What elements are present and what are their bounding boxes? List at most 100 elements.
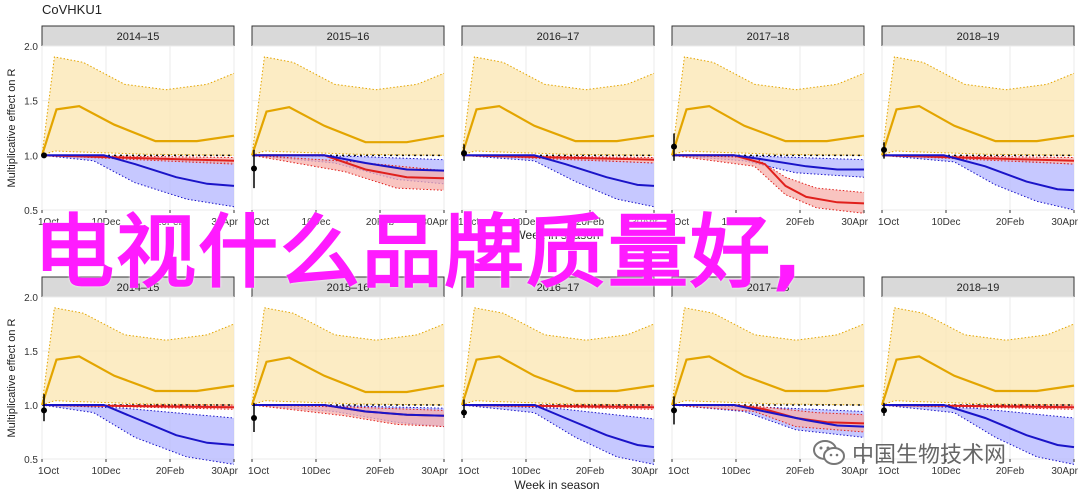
blue-ci-band: [42, 405, 234, 465]
gold-ci-band: [462, 56, 654, 156]
x-tick-label: 10Dec: [722, 466, 751, 477]
blue-series-line: [252, 154, 445, 172]
y-tick-label: 2.0: [24, 42, 38, 53]
gold-ci-band: [252, 307, 444, 405]
gold-ci-band-edge: [881, 56, 1075, 156]
y-tick-label: 1.5: [24, 97, 38, 108]
blue-series-line: [42, 154, 235, 187]
x-tick-label: 1Oct: [38, 217, 59, 228]
blue-ci-band-edge: [461, 404, 655, 465]
gold-series-line: [40, 104, 235, 156]
point-estimate: [671, 143, 677, 150]
x-tick-label: 20Feb: [996, 217, 1025, 228]
x-tick-label: 20Feb: [366, 466, 395, 477]
gold-series-line: [460, 355, 655, 406]
panel-5: 2018–19 1Oct 10Dec 20Feb 30Apr: [878, 276, 1079, 477]
watermark: 中国生物技术网: [812, 436, 1006, 470]
red-ci-band: [672, 405, 864, 432]
panel-3: 2016–17 1Oct 10Dec 20Feb 30Apr: [458, 25, 659, 228]
x-tick-label: 30Apr: [421, 466, 448, 477]
y-axis-label: Multiplicative effect on R: [6, 68, 18, 187]
panel-title: 2014–15: [117, 282, 160, 294]
panel-title: 2015–16: [327, 31, 370, 43]
x-tick-label: 1Oct: [878, 466, 899, 477]
chart-row-1: CoVHKU1 Multiplicative effect on R 0.5 1.0 1…: [6, 2, 1079, 242]
panel-title: 2015–16: [327, 282, 370, 294]
panel-title: 2016–17: [537, 282, 580, 294]
red-ci-band: [252, 405, 444, 427]
x-tick-label: 1Oct: [458, 466, 479, 477]
red-ci-band-edge: [671, 404, 865, 416]
point-estimate: [671, 407, 677, 414]
gold-ci-band: [672, 56, 864, 156]
chart-row-2: Multiplicative effect on R 0.5 1.0 1.5 2.0 We…: [6, 276, 1079, 492]
gold-ci-band-edge: [41, 150, 235, 156]
x-tick-label: 30Apr: [211, 217, 238, 228]
x-tick-label: 1Oct: [668, 217, 689, 228]
blue-ci-band-edge: [461, 154, 655, 208]
x-tick-label: 10Dec: [932, 217, 961, 228]
panel-4: 2017–18 1Oct 10Dec 20Feb 30Apr: [668, 25, 869, 228]
x-tick-label: 20Feb: [156, 217, 185, 228]
x-tick-label: 10Dec: [302, 217, 331, 228]
gold-ci-band-edge: [881, 150, 1075, 156]
gold-series-line: [670, 104, 865, 156]
gold-series-line: [250, 106, 445, 156]
gold-ci-band-edge: [251, 150, 445, 156]
x-tick-label: 1Oct: [248, 466, 269, 477]
x-tick-label: 10Dec: [92, 466, 121, 477]
x-tick-label: 1Oct: [878, 217, 899, 228]
y-tick-label: 0.5: [24, 206, 38, 217]
x-tick-label: 20Feb: [366, 217, 395, 228]
x-tick-label: 20Feb: [786, 466, 815, 477]
panel-1: 2014–15 1Oct 10Dec 20Feb 30Apr: [38, 25, 239, 228]
gold-ci-band: [882, 307, 1074, 405]
x-tick-label: 1Oct: [38, 466, 59, 477]
gold-series-line: [460, 104, 655, 156]
gold-series-line: [880, 104, 1075, 156]
gold-ci-band: [252, 56, 444, 156]
blue-ci-band-edge: [881, 404, 1075, 465]
panel-2: 2015–16 1Oct 10Dec 20Feb 30Apr: [248, 276, 449, 477]
blue-ci-band-edge: [251, 404, 445, 409]
y-tick-label: 1.0: [24, 151, 38, 162]
panel-4: 2017–18 1Oct 10Dec 20Feb 30Apr: [668, 276, 869, 477]
x-tick-label: 30Apr: [421, 217, 448, 228]
panel-title: 2018–19: [957, 31, 1000, 43]
blue-ci-band-edge: [41, 154, 235, 208]
x-tick-label: 1Oct: [458, 217, 479, 228]
x-tick-label: 10Dec: [92, 217, 121, 228]
x-tick-label: 10Dec: [512, 466, 541, 477]
x-tick-label: 30Apr: [841, 217, 868, 228]
gold-ci-band: [462, 307, 654, 405]
red-ci-band: [252, 155, 444, 191]
x-axis-label: Week in season: [514, 478, 599, 492]
watermark-text: 中国生物技术网: [852, 443, 1007, 468]
point-estimate: [881, 146, 887, 153]
panel-2: 2015–16 1Oct 10Dec 20Feb 30Apr: [248, 25, 449, 228]
x-tick-label: 20Feb: [576, 466, 605, 477]
blue-series-line: [462, 404, 655, 449]
x-axis-label: Week in season: [514, 228, 599, 242]
point-estimate: [41, 407, 47, 414]
red-ci-band-edge: [671, 154, 865, 193]
blue-series-line: [252, 404, 445, 417]
blue-ci-band-edge: [251, 154, 445, 161]
panel-3: 2016–17 1Oct 10Dec 20Feb 30Apr: [458, 276, 659, 477]
point-estimate: [41, 152, 47, 159]
y-tick-label: 0.5: [24, 455, 38, 466]
blue-ci-band: [882, 405, 1074, 465]
gold-ci-band-edge: [461, 56, 655, 156]
x-tick-label: 1Oct: [668, 466, 689, 477]
point-estimate: [251, 165, 257, 172]
x-tick-label: 30Apr: [211, 466, 238, 477]
point-estimate: [461, 150, 467, 157]
overlay-title: 电视什么品牌质量好,: [34, 206, 805, 299]
blue-series-line: [882, 404, 1075, 449]
gold-series-line: [250, 356, 445, 406]
panel-title: 2016–17: [537, 31, 580, 43]
x-tick-label: 10Dec: [302, 466, 331, 477]
gold-ci-band-edge: [41, 56, 235, 156]
gold-ci-band: [672, 307, 864, 405]
panel-title: 2014–15: [117, 31, 160, 43]
